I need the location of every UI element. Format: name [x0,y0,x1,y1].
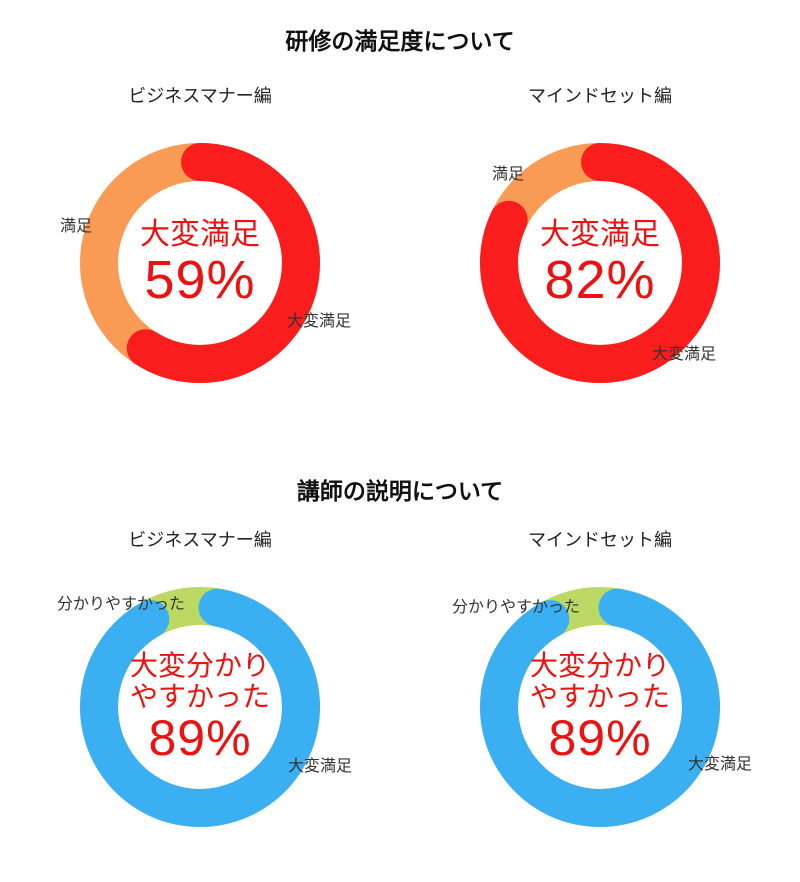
segment-label-clear: 分かりやすかった [452,599,581,617]
segment-label-satisfied: 満足 [492,166,525,184]
donut-chart-explanation-business-manner: 大変分かり やすかった 89% 分かりやすかった 大変満足 [57,567,352,847]
chart-subtitle: ビジネスマナー編 [128,529,272,550]
chart-subtitle: ビジネスマナー編 [128,85,272,106]
donut-chart-explanation-mindset: 大変分かり やすかった 89% 分かりやすかった 大変満足 [452,567,752,847]
section-title-satisfaction: 研修の満足度について [285,28,515,54]
chart-cell-mindset-satisfaction: マインドセット編 大変満足 82% 満足 大変満足 [400,56,800,404]
donut-ring-primary [80,143,320,384]
donut-chart-satisfaction-mindset: 大変満足 82% 満足 大変満足 [460,123,740,403]
donut-ring-primary [80,587,320,828]
chart-row-explanation: ビジネスマナー編 大変分かり やすかった 89% 分かりやすかった 大変満足 [0,506,800,848]
chart-row-satisfaction: ビジネスマナー編 大変満足 59% 満足 大変満足 マインドセッ [0,56,800,404]
donut-svg [480,143,720,384]
chart-cell-business-manner-satisfaction: ビジネスマナー編 大変満足 59% 満足 大変満足 [0,56,400,404]
section-training-satisfaction: 研修の満足度について ビジネスマナー編 大変満足 59% 満足 大変満足 [0,0,800,403]
segment-label-very-satisfied: 大変満足 [652,346,717,364]
segment-label-very-satisfied: 大変満足 [288,758,353,776]
chart-subtitle: マインドセット編 [528,529,672,550]
donut-svg [80,587,320,828]
donut-chart-satisfaction-business-manner: 大変満足 59% 満足 大変満足 [60,123,351,403]
chart-subtitle: マインドセット編 [528,85,672,106]
donut-ring-primary [480,143,720,384]
segment-label-very-satisfied: 大変満足 [287,313,352,331]
segment-label-very-satisfied: 大変満足 [688,756,753,774]
segment-label-satisfied: 満足 [60,218,93,236]
chart-cell-mindset-explanation: マインドセット編 大変分かり やすかった 89% 分かりやすかった 大変満足 [400,506,800,848]
donut-svg [480,587,720,828]
section-instructor-explanation: 講師の説明について ビジネスマナー編 大変分かり やすかった 89% 分かりやす… [0,403,800,847]
segment-label-clear: 分かりやすかった [57,596,186,614]
section-title-explanation: 講師の説明について [296,478,504,505]
donut-ring-primary [480,587,720,828]
donut-svg [80,143,320,384]
chart-cell-business-manner-explanation: ビジネスマナー編 大変分かり やすかった 89% 分かりやすかった 大変満足 [0,506,400,848]
